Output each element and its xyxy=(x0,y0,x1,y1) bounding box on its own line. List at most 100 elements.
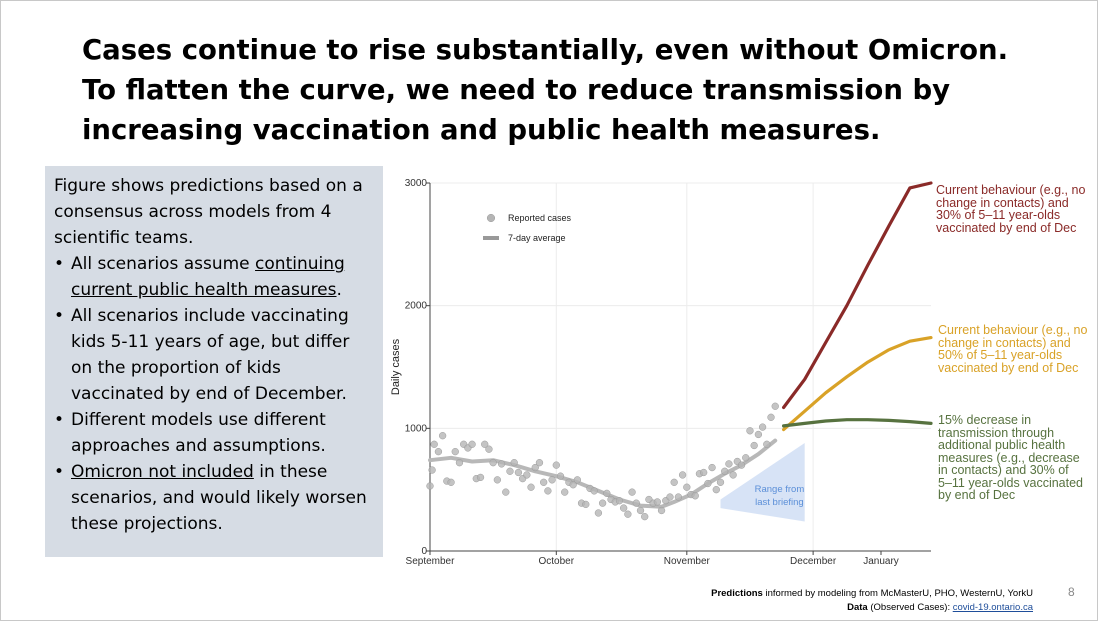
reported-case-point xyxy=(493,476,502,484)
summary-intro: Figure shows predictions based on a cons… xyxy=(54,176,363,248)
reported-case-point xyxy=(569,481,577,489)
reported-case-point xyxy=(641,513,649,521)
reported-case-point xyxy=(632,499,640,507)
x-tick-label: September xyxy=(406,556,456,567)
reported-case-point xyxy=(704,479,712,488)
annotation-line: Current behaviour (e.g., no xyxy=(936,183,1086,197)
range-label-line-2: last briefing xyxy=(755,497,804,508)
annotation-line: vaccinated by end of Dec xyxy=(936,220,1077,235)
projection-gold-line xyxy=(782,336,933,432)
reported-case-point xyxy=(758,423,767,431)
legend-points-swatch xyxy=(486,213,496,223)
reported-case-point xyxy=(548,476,556,484)
footer-predictions-text: informed by modeling from McMasterU, PHO… xyxy=(762,588,1033,599)
reported-case-point xyxy=(737,461,746,469)
data-source-link[interactable]: covid-19.ontario.ca xyxy=(952,602,1033,613)
reported-case-point xyxy=(763,440,771,448)
reported-case-point xyxy=(624,510,632,518)
annotation-line: 50% of 5–11 year-olds xyxy=(938,348,1063,362)
bullet-1-text: All scenarios assume xyxy=(71,254,256,274)
reported-case-point xyxy=(481,440,489,448)
reported-case-point xyxy=(691,492,699,500)
reported-case-point xyxy=(725,460,733,468)
bullet-item: Omicron not included in these scenarios,… xyxy=(54,459,373,537)
x-tick-label: December xyxy=(790,556,837,567)
reported-case-point xyxy=(497,460,506,468)
annotation-line: in contacts) and 30% of xyxy=(938,463,1069,477)
reported-case-point xyxy=(527,483,535,491)
cases-chart: 0 1000 2000 3000 September October November Dec… xyxy=(390,178,933,567)
projection-red-line xyxy=(782,181,933,410)
reported-case-point xyxy=(523,471,531,479)
reported-case-point xyxy=(750,441,758,450)
annotation-line: vaccinated by end of Dec xyxy=(938,360,1079,375)
reported-case-point xyxy=(615,497,624,505)
reported-case-point xyxy=(447,478,455,486)
y-axis-label: Daily cases xyxy=(390,338,402,395)
reported-case-point xyxy=(628,488,636,496)
bullet-1-underline: continuing current public health measure… xyxy=(71,254,345,300)
annotation-gold-scenario: Current behaviour (e.g., no change in co… xyxy=(938,324,1087,374)
reported-case-point xyxy=(510,459,518,467)
reported-case-point xyxy=(712,486,720,494)
annotation-line: change in contacts) and xyxy=(936,195,1069,210)
reported-case-point xyxy=(468,440,476,448)
annotation-line: measures (e.g., decrease xyxy=(938,450,1080,465)
reported-case-point xyxy=(426,482,434,490)
reported-case-point xyxy=(590,487,598,495)
annotation-line: additional public health xyxy=(938,438,1066,452)
range-band xyxy=(720,443,805,522)
reported-case-point xyxy=(670,478,678,486)
reported-case-point xyxy=(767,413,775,421)
x-tick-label: October xyxy=(539,556,575,567)
reported-case-point xyxy=(678,471,687,479)
reported-case-point xyxy=(742,454,750,462)
reported-case-point xyxy=(657,506,666,515)
reported-case-point xyxy=(514,468,523,477)
legend-avg-label: 7-day average xyxy=(508,233,566,243)
reported-case-point xyxy=(573,476,582,484)
summary-bullets: All scenarios assume continuing current … xyxy=(54,251,373,537)
projection-green-line xyxy=(782,418,933,428)
title-line-2: To flatten the curve, we need to reduce … xyxy=(82,74,951,106)
reported-case-point xyxy=(729,471,737,479)
reported-case-point xyxy=(771,402,779,410)
reported-case-point xyxy=(430,440,438,448)
legend-points-label: Reported cases xyxy=(508,213,572,223)
x-tick-label: November xyxy=(664,556,711,567)
annotation-green-scenario: 15% decrease in transmission through add… xyxy=(938,414,1083,502)
reported-case-point xyxy=(451,447,459,456)
reported-case-point xyxy=(674,493,683,501)
reported-case-point xyxy=(428,466,436,474)
footer-predictions-bold: Predictions xyxy=(711,588,763,599)
footer-data: Data (Observed Cases): covid-19.ontario.… xyxy=(847,602,1033,613)
bullet-item: All scenarios include vaccinating kids 5… xyxy=(54,303,373,407)
reported-case-point xyxy=(476,473,485,482)
title-line-3: increasing vaccination and public health… xyxy=(82,114,881,146)
bullet-4-text: in these scenarios, and would likely wor… xyxy=(71,462,367,534)
slide-title: Cases continue to rise substantially, ev… xyxy=(82,30,1042,150)
footer-predictions: Predictions informed by modeling from Mc… xyxy=(711,588,1033,599)
annotation-line: Current behaviour (e.g., no xyxy=(938,323,1088,337)
reported-case-point xyxy=(721,467,729,475)
annotation-line: transmission through xyxy=(938,425,1055,440)
reported-case-point xyxy=(683,483,691,491)
reported-case-point xyxy=(438,432,447,440)
x-tick-label: January xyxy=(863,556,899,567)
y-tick-label: 3000 xyxy=(405,178,428,189)
annotation-line: 30% of 5–11 year-olds xyxy=(936,208,1061,222)
annotation-red-scenario: Current behaviour (e.g., no change in co… xyxy=(936,184,1085,234)
reported-case-point xyxy=(636,506,645,515)
bullet-1-end: . xyxy=(336,280,342,300)
y-tick-label: 1000 xyxy=(405,423,428,434)
reported-case-point xyxy=(531,463,539,472)
reported-case-point xyxy=(598,499,607,507)
bullet-item: Different models use different approache… xyxy=(54,407,373,459)
summary-textbox: Figure shows predictions based on a cons… xyxy=(45,166,383,557)
reported-case-point xyxy=(594,509,603,517)
bullet-4-underline: Omicron not included xyxy=(71,462,254,482)
page-number: 8 xyxy=(1068,585,1075,599)
reported-case-point xyxy=(603,489,611,497)
footer-data-bold: Data xyxy=(847,602,868,613)
reported-case-point xyxy=(502,488,510,496)
